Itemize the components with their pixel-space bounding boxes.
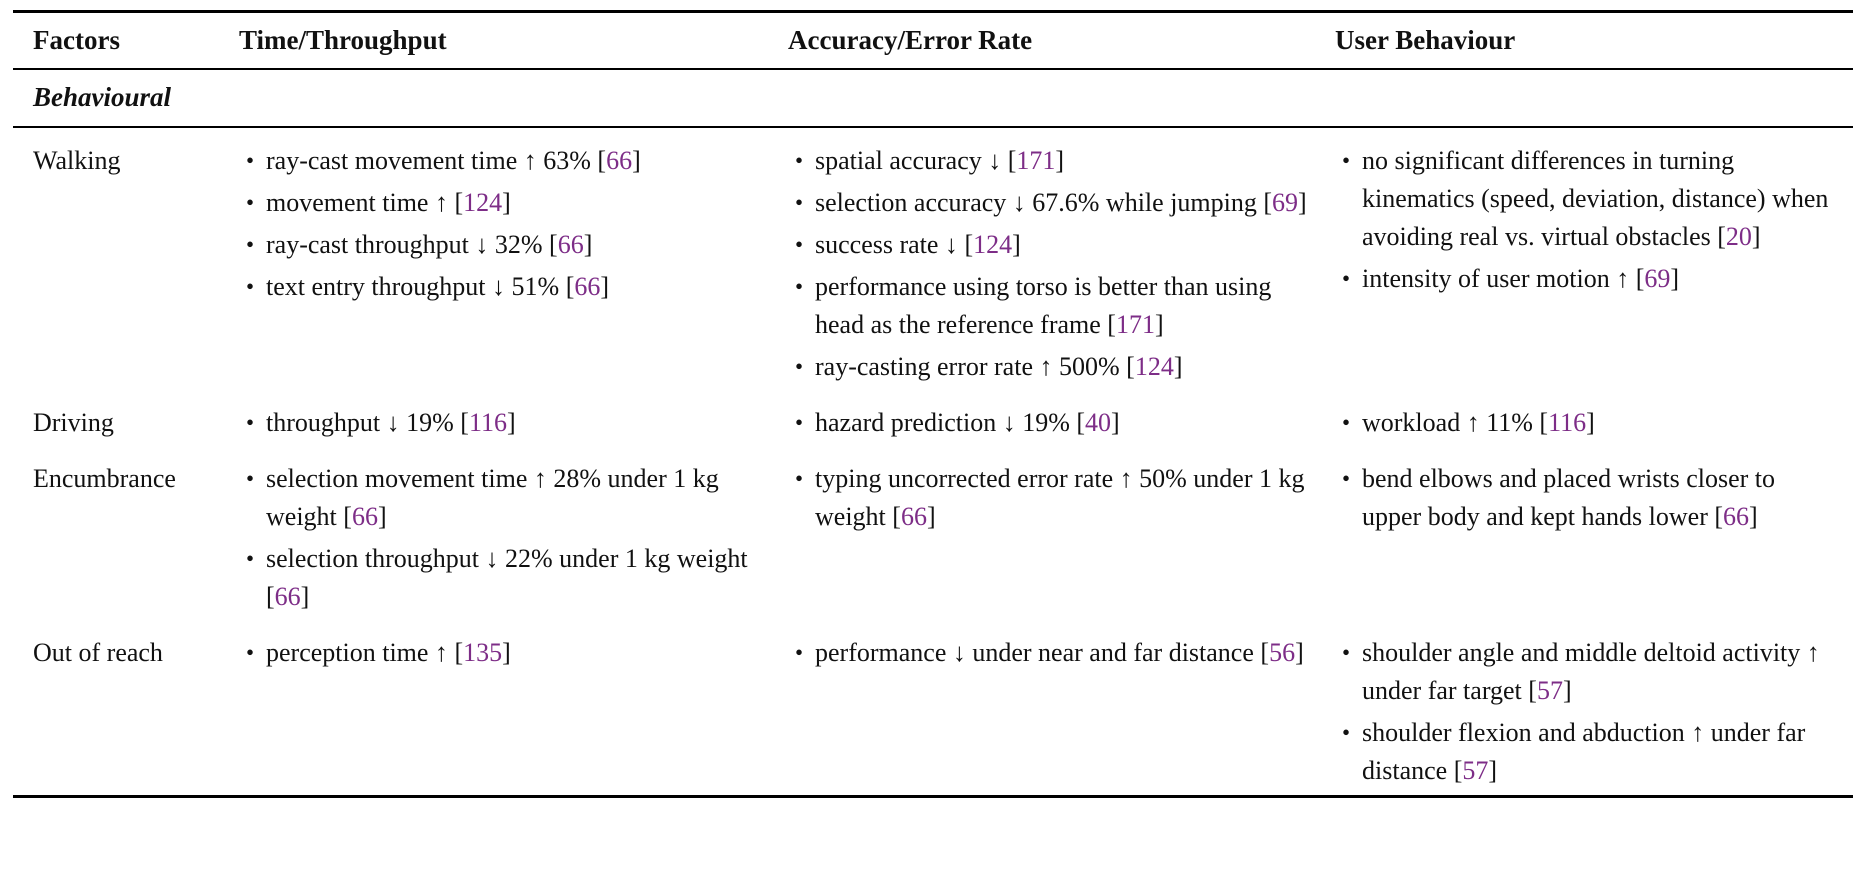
bullet-item: selection accuracy ↓ 67.6% while jumping… bbox=[788, 184, 1321, 222]
citation-link[interactable]: 66 bbox=[606, 146, 633, 175]
bullet-list: perception time ↑ [135] bbox=[239, 634, 774, 672]
bullet-item: workload ↑ 11% [116] bbox=[1335, 404, 1839, 442]
bullet-list: selection movement time ↑ 28% under 1 kg… bbox=[239, 460, 774, 616]
column-header-factors: Factors bbox=[13, 11, 239, 70]
column-header-time-throughput: Time/Throughput bbox=[239, 11, 788, 70]
bullet-item: spatial accuracy ↓ [171] bbox=[788, 142, 1321, 180]
citation-link[interactable]: 69 bbox=[1272, 188, 1299, 217]
time-throughput-cell: selection movement time ↑ 28% under 1 kg… bbox=[239, 442, 788, 616]
table-body: Walking ray-cast movement time ↑ 63% [66]… bbox=[13, 127, 1853, 797]
citation-link[interactable]: 124 bbox=[1134, 352, 1174, 381]
bullet-list: spatial accuracy ↓ [171] selection accura… bbox=[788, 142, 1321, 386]
bullet-list: hazard prediction ↓ 19% [40] bbox=[788, 404, 1321, 442]
bullet-item: selection movement time ↑ 28% under 1 kg… bbox=[239, 460, 774, 536]
citation-link[interactable]: 69 bbox=[1644, 264, 1671, 293]
citation-link[interactable]: 56 bbox=[1269, 638, 1296, 667]
time-throughput-cell: throughput ↓ 19% [116] bbox=[239, 386, 788, 442]
citation-link[interactable]: 66 bbox=[557, 230, 584, 259]
bullet-item: success rate ↓ [124] bbox=[788, 226, 1321, 264]
citation-link[interactable]: 57 bbox=[1536, 676, 1563, 705]
column-header-accuracy-error-rate: Accuracy/Error Rate bbox=[788, 11, 1335, 70]
bullet-item: ray-cast throughput ↓ 32% [66] bbox=[239, 226, 774, 264]
bullet-item: performance ↓ under near and far distanc… bbox=[788, 634, 1321, 672]
user-behaviour-cell: shoulder angle and middle deltoid activi… bbox=[1335, 616, 1853, 797]
citation-link[interactable]: 124 bbox=[463, 188, 503, 217]
citation-link[interactable]: 116 bbox=[468, 408, 507, 437]
time-throughput-cell: perception time ↑ [135] bbox=[239, 616, 788, 797]
bullet-list: throughput ↓ 19% [116] bbox=[239, 404, 774, 442]
bullet-item: no significant differences in turning ki… bbox=[1335, 142, 1839, 256]
factor-cell: Driving bbox=[33, 408, 114, 437]
table-row: Encumbrance selection movement time ↑ 28%… bbox=[13, 442, 1853, 616]
column-header-user-behaviour: User Behaviour bbox=[1335, 11, 1853, 70]
table-row: Walking ray-cast movement time ↑ 63% [66]… bbox=[13, 127, 1853, 386]
citation-link[interactable]: 171 bbox=[1016, 146, 1056, 175]
bullet-item: performance using torso is better than u… bbox=[788, 268, 1321, 344]
bullet-item: bend elbows and placed wrists closer to … bbox=[1335, 460, 1839, 536]
citation-link[interactable]: 20 bbox=[1725, 222, 1752, 251]
bullet-item: ray-casting error rate ↑ 500% [124] bbox=[788, 348, 1321, 386]
accuracy-error-rate-cell: typing uncorrected error rate ↑ 50% unde… bbox=[788, 442, 1335, 616]
bullet-list: shoulder angle and middle deltoid activi… bbox=[1335, 634, 1839, 790]
bullet-item: shoulder flexion and abduction ↑ under f… bbox=[1335, 714, 1839, 790]
bullet-item: movement time ↑ [124] bbox=[239, 184, 774, 222]
citation-link[interactable]: 66 bbox=[351, 502, 378, 531]
bullet-list: typing uncorrected error rate ↑ 50% unde… bbox=[788, 460, 1321, 536]
user-behaviour-cell: bend elbows and placed wrists closer to … bbox=[1335, 442, 1853, 616]
citation-link[interactable]: 171 bbox=[1115, 310, 1155, 339]
citation-link[interactable]: 66 bbox=[574, 272, 601, 301]
citation-link[interactable]: 116 bbox=[1548, 408, 1587, 437]
factor-cell: Walking bbox=[33, 146, 121, 175]
citation-link[interactable]: 66 bbox=[274, 582, 301, 611]
bullet-list: no significant differences in turning ki… bbox=[1335, 142, 1839, 298]
bullet-item: selection throughput ↓ 22% under 1 kg we… bbox=[239, 540, 774, 616]
bullet-item: intensity of user motion ↑ [69] bbox=[1335, 260, 1839, 298]
bullet-item: hazard prediction ↓ 19% [40] bbox=[788, 404, 1321, 442]
bullet-item: typing uncorrected error rate ↑ 50% unde… bbox=[788, 460, 1321, 536]
factor-cell: Encumbrance bbox=[33, 464, 176, 493]
bullet-list: performance ↓ under near and far distanc… bbox=[788, 634, 1321, 672]
bullet-item: shoulder angle and middle deltoid activi… bbox=[1335, 634, 1839, 710]
bullet-list: bend elbows and placed wrists closer to … bbox=[1335, 460, 1839, 536]
citation-link[interactable]: 66 bbox=[900, 502, 927, 531]
bullet-item: throughput ↓ 19% [116] bbox=[239, 404, 774, 442]
user-behaviour-cell: no significant differences in turning ki… bbox=[1335, 127, 1853, 386]
bullet-list: ray-cast movement time ↑ 63% [66] movemen… bbox=[239, 142, 774, 306]
factor-cell: Out of reach bbox=[33, 638, 163, 667]
bullet-list: workload ↑ 11% [116] bbox=[1335, 404, 1839, 442]
accuracy-error-rate-cell: spatial accuracy ↓ [171] selection accura… bbox=[788, 127, 1335, 386]
citation-link[interactable]: 66 bbox=[1723, 502, 1750, 531]
section-label: Behavioural bbox=[13, 69, 1853, 128]
factors-impact-table: Factors Time/Throughput Accuracy/Error R… bbox=[13, 10, 1853, 798]
citation-link[interactable]: 135 bbox=[463, 638, 503, 667]
citation-link[interactable]: 40 bbox=[1085, 408, 1112, 437]
citation-link[interactable]: 57 bbox=[1462, 756, 1489, 785]
table-header: Factors Time/Throughput Accuracy/Error R… bbox=[13, 11, 1853, 70]
table-row: Driving throughput ↓ 19% [116] hazard pred… bbox=[13, 386, 1853, 442]
citation-link[interactable]: 124 bbox=[973, 230, 1013, 259]
accuracy-error-rate-cell: performance ↓ under near and far distanc… bbox=[788, 616, 1335, 797]
user-behaviour-cell: workload ↑ 11% [116] bbox=[1335, 386, 1853, 442]
accuracy-error-rate-cell: hazard prediction ↓ 19% [40] bbox=[788, 386, 1335, 442]
bullet-item: text entry throughput ↓ 51% [66] bbox=[239, 268, 774, 306]
header-row: Factors Time/Throughput Accuracy/Error R… bbox=[13, 11, 1853, 70]
section-row-behavioural: Behavioural bbox=[13, 69, 1853, 128]
table-row: Out of reach perception time ↑ [135] perfo… bbox=[13, 616, 1853, 797]
bullet-item: ray-cast movement time ↑ 63% [66] bbox=[239, 142, 774, 180]
time-throughput-cell: ray-cast movement time ↑ 63% [66] movemen… bbox=[239, 127, 788, 386]
bullet-item: perception time ↑ [135] bbox=[239, 634, 774, 672]
